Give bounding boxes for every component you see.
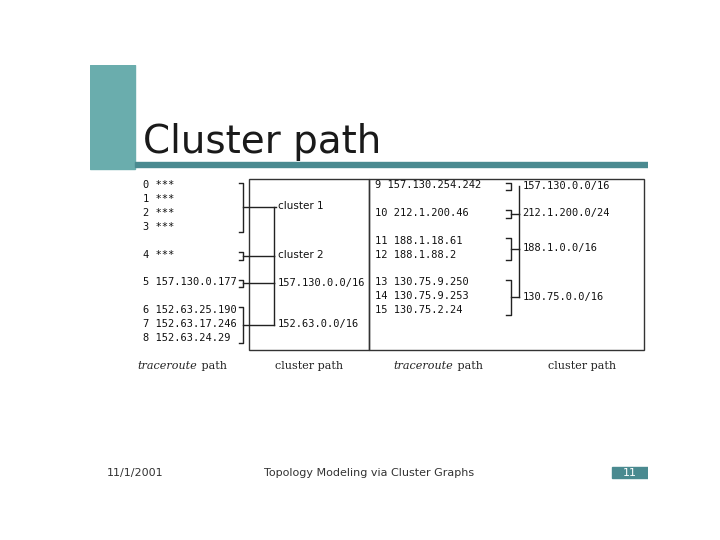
Text: 10 212.1.200.46: 10 212.1.200.46 <box>375 208 469 218</box>
Bar <box>369 179 644 350</box>
Text: Cluster path: Cluster path <box>143 123 381 161</box>
Text: 157.130.0.0/16: 157.130.0.0/16 <box>277 278 365 288</box>
Text: 5 157.130.0.177: 5 157.130.0.177 <box>143 278 236 287</box>
Text: 152.63.0.0/16: 152.63.0.0/16 <box>277 319 359 329</box>
Text: 1 ***: 1 *** <box>143 194 174 204</box>
Text: 13 130.75.9.250: 13 130.75.9.250 <box>375 278 469 287</box>
Text: 8 152.63.24.29: 8 152.63.24.29 <box>143 333 230 343</box>
Text: 7 152.63.17.246: 7 152.63.17.246 <box>143 319 236 329</box>
Text: 15 130.75.2.24: 15 130.75.2.24 <box>375 305 463 315</box>
Text: 14 130.75.9.253: 14 130.75.9.253 <box>375 291 469 301</box>
Text: 9 157.130.254.242: 9 157.130.254.242 <box>375 180 482 190</box>
Text: cluster 2: cluster 2 <box>277 250 323 260</box>
Text: 6 152.63.25.190: 6 152.63.25.190 <box>143 305 236 315</box>
Bar <box>611 467 648 477</box>
Text: 157.130.0.0/16: 157.130.0.0/16 <box>523 181 610 191</box>
Text: 11 188.1.18.61: 11 188.1.18.61 <box>375 236 463 246</box>
Text: traceroute: traceroute <box>138 361 197 372</box>
Text: 188.1.0.0/16: 188.1.0.0/16 <box>523 243 598 253</box>
Text: 212.1.200.0/24: 212.1.200.0/24 <box>523 208 610 218</box>
Bar <box>249 179 369 350</box>
Text: 2 ***: 2 *** <box>143 208 174 218</box>
Text: traceroute: traceroute <box>393 361 453 372</box>
Text: 3 ***: 3 *** <box>143 222 174 232</box>
Text: 11/1/2001: 11/1/2001 <box>107 468 163 478</box>
Text: 4 ***: 4 *** <box>143 249 174 260</box>
Text: cluster 1: cluster 1 <box>277 201 323 212</box>
Text: Topology Modeling via Cluster Graphs: Topology Modeling via Cluster Graphs <box>264 468 474 478</box>
Text: cluster path: cluster path <box>275 361 343 372</box>
Text: cluster path: cluster path <box>548 361 616 372</box>
Text: path: path <box>454 361 483 372</box>
Text: 130.75.0.0/16: 130.75.0.0/16 <box>523 292 603 301</box>
Text: 0 ***: 0 *** <box>143 180 174 190</box>
Text: path: path <box>199 361 228 372</box>
Bar <box>135 162 648 167</box>
Bar <box>90 65 135 168</box>
Text: 12 188.1.88.2: 12 188.1.88.2 <box>375 249 456 260</box>
Text: 11: 11 <box>622 468 636 478</box>
